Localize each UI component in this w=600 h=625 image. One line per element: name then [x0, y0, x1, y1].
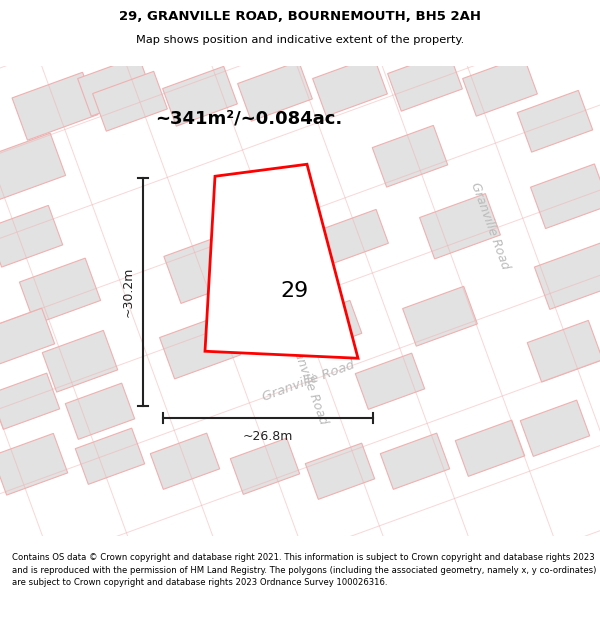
- Polygon shape: [403, 286, 478, 346]
- Text: Map shows position and indicative extent of the property.: Map shows position and indicative extent…: [136, 35, 464, 45]
- Polygon shape: [238, 61, 313, 121]
- Polygon shape: [92, 71, 167, 131]
- Polygon shape: [0, 433, 68, 495]
- Text: ~30.2m: ~30.2m: [121, 267, 134, 318]
- Polygon shape: [19, 258, 101, 324]
- Polygon shape: [0, 206, 63, 267]
- Text: ~26.8m: ~26.8m: [243, 430, 293, 442]
- Polygon shape: [230, 438, 299, 494]
- Text: Granville Road: Granville Road: [260, 359, 356, 404]
- Polygon shape: [298, 301, 362, 352]
- Polygon shape: [530, 164, 600, 229]
- Polygon shape: [163, 66, 238, 126]
- Polygon shape: [65, 383, 134, 439]
- Polygon shape: [313, 56, 388, 116]
- Polygon shape: [164, 229, 256, 303]
- Text: Contains OS data © Crown copyright and database right 2021. This information is : Contains OS data © Crown copyright and d…: [12, 554, 596, 587]
- Polygon shape: [419, 194, 500, 259]
- Text: Granville Road: Granville Road: [286, 336, 330, 426]
- Polygon shape: [355, 353, 425, 409]
- Polygon shape: [151, 433, 220, 489]
- Polygon shape: [0, 308, 55, 364]
- Polygon shape: [372, 126, 448, 187]
- Polygon shape: [463, 56, 538, 116]
- Polygon shape: [527, 321, 600, 382]
- Polygon shape: [42, 331, 118, 392]
- Polygon shape: [76, 428, 145, 484]
- Polygon shape: [77, 56, 152, 116]
- Polygon shape: [305, 443, 374, 499]
- Polygon shape: [322, 209, 388, 263]
- Polygon shape: [0, 133, 65, 199]
- Text: Granville Road: Granville Road: [468, 181, 512, 271]
- Polygon shape: [380, 433, 449, 489]
- Polygon shape: [455, 420, 524, 476]
- Polygon shape: [388, 51, 463, 111]
- Polygon shape: [205, 164, 358, 358]
- Text: ~341m²/~0.084ac.: ~341m²/~0.084ac.: [155, 109, 342, 128]
- Polygon shape: [12, 72, 98, 140]
- Polygon shape: [0, 373, 59, 429]
- Text: 29, GRANVILLE ROAD, BOURNEMOUTH, BH5 2AH: 29, GRANVILLE ROAD, BOURNEMOUTH, BH5 2AH: [119, 10, 481, 23]
- Polygon shape: [517, 91, 593, 152]
- Text: 29: 29: [281, 281, 309, 301]
- Polygon shape: [535, 243, 600, 309]
- Polygon shape: [520, 400, 590, 456]
- Polygon shape: [160, 314, 241, 379]
